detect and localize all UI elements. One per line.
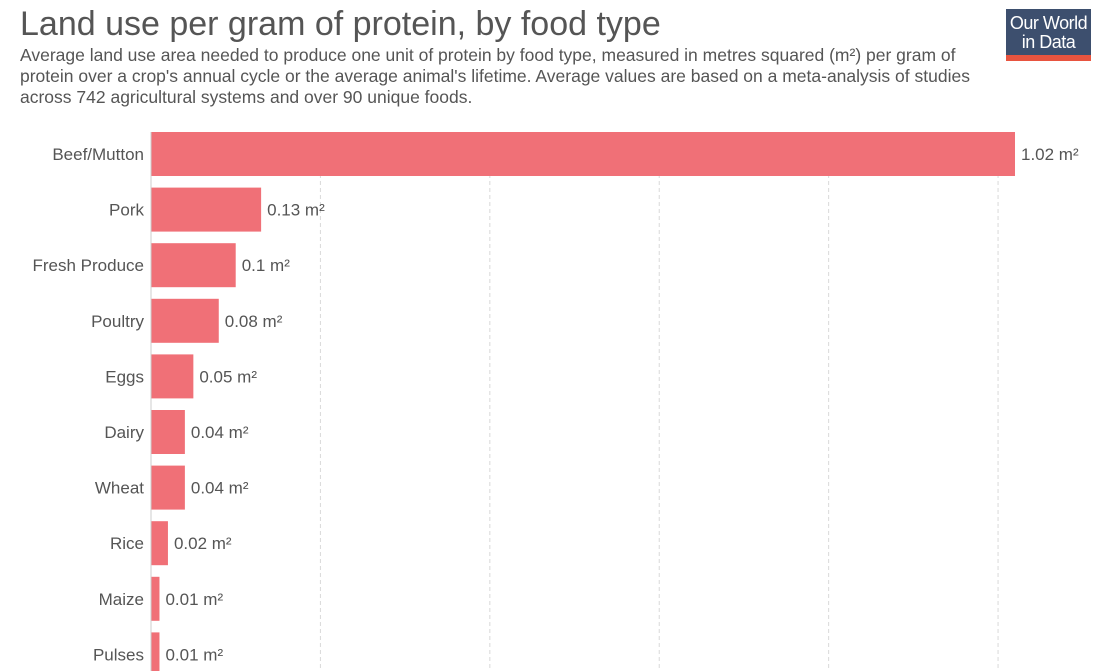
bar-beef-mutton[interactable] <box>151 132 1015 176</box>
value-label: 0.13 m² <box>267 201 325 220</box>
logo-line-1: Our World <box>1009 13 1088 33</box>
bar-pulses[interactable] <box>151 632 160 671</box>
category-label: Dairy <box>104 423 144 442</box>
value-label: 0.02 m² <box>174 534 232 553</box>
bar-eggs[interactable] <box>151 354 194 399</box>
chart-title: Land use per gram of protein, by food ty… <box>20 5 661 43</box>
bar-pork[interactable] <box>151 187 262 232</box>
chart-subtitle: Average land use area needed to produce … <box>20 45 970 107</box>
category-label: Fresh Produce <box>33 256 145 275</box>
bar-rice[interactable] <box>151 521 168 566</box>
category-label: Rice <box>110 534 144 553</box>
category-label: Pulses <box>93 645 144 664</box>
bar-wheat[interactable] <box>151 465 185 510</box>
value-label: 1.02 m² <box>1021 145 1079 164</box>
bar-fresh-produce[interactable] <box>151 243 236 288</box>
owid-logo[interactable]: Our World in Data <box>1006 9 1091 61</box>
value-label: 0.01 m² <box>165 590 223 609</box>
value-label: 0.1 m² <box>242 256 291 275</box>
category-label: Eggs <box>105 367 144 386</box>
value-label: 0.01 m² <box>165 645 223 664</box>
bars: Beef/Mutton 1.02 m² Pork 0.13 m² Fresh Produ… <box>33 132 1079 671</box>
bar-poultry[interactable] <box>151 298 219 343</box>
logo-line-2: in Data <box>1021 32 1076 52</box>
category-label: Beef/Mutton <box>52 145 144 164</box>
logo-accent-bar <box>1006 55 1091 61</box>
bar-dairy[interactable] <box>151 410 185 454</box>
value-label: 0.04 m² <box>191 423 249 442</box>
category-label: Pork <box>109 201 144 220</box>
value-label: 0.04 m² <box>191 479 249 498</box>
category-label: Poultry <box>91 312 144 331</box>
value-label: 0.08 m² <box>225 312 283 331</box>
value-label: 0.05 m² <box>199 367 257 386</box>
bar-maize[interactable] <box>151 576 160 621</box>
category-label: Maize <box>99 590 144 609</box>
category-label: Wheat <box>95 479 144 498</box>
gridlines <box>319 132 999 671</box>
